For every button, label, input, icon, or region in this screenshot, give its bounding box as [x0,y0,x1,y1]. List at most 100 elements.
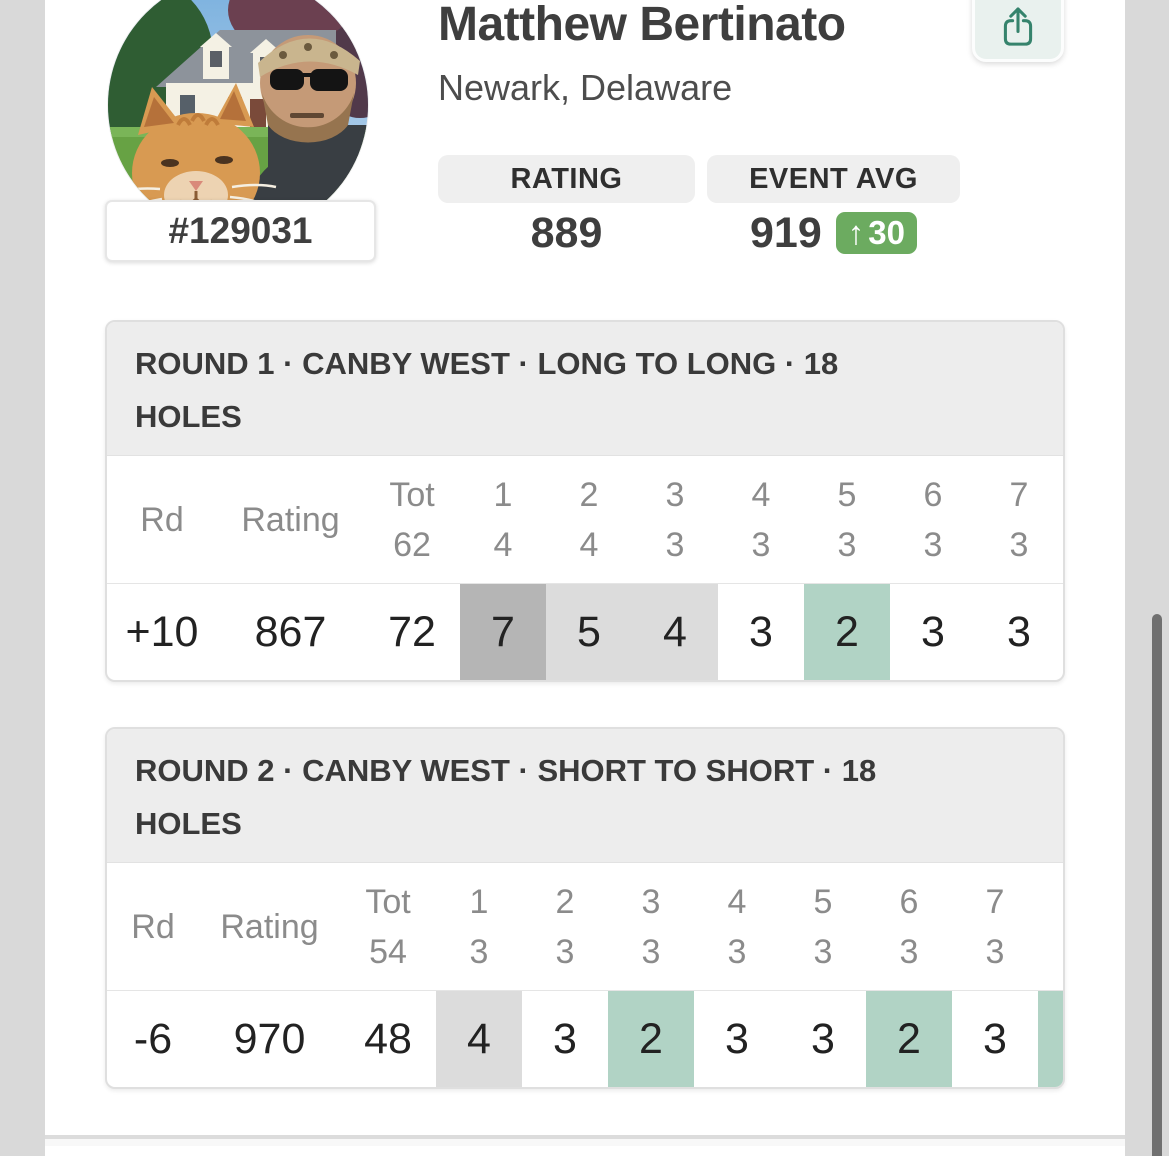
column-header-rating: Rating [241,500,340,539]
arrow-up-icon: ↑ [847,214,865,251]
round-title-line: HOLES [135,806,242,841]
event-avg-delta-badge: ↑ 30 [835,212,917,254]
hole-par: 3 [555,932,575,971]
hole-score-2: 5 [546,584,632,680]
hole-score-4: 3 [749,608,773,656]
column-header-rating: Rating [220,907,319,946]
hole-number: 1 [469,882,489,921]
vertical-scrollbar-thumb[interactable] [1152,614,1162,1156]
hole-number: 3 [665,475,685,514]
hole-number: 5 [813,882,833,921]
column-header-rd: Rd [140,500,184,539]
scorecard-header-row[interactable]: Rd Rating Tot 62 1 4 2 4 3 3 4 3 5 3 6 3 7 3 [107,456,1063,584]
round-card: ROUND 2 · CANBY WEST · SHORT TO SHORT · … [105,727,1065,1089]
round-title-line: ROUND 2 · CANBY WEST · SHORT TO SHORT · … [135,753,877,788]
hole-score-6: 3 [921,608,945,656]
hole-par: 3 [751,525,771,564]
player-number-badge: #129031 [105,200,376,262]
share-icon [1003,7,1033,46]
round-title: ROUND 1 · CANBY WEST · LONG TO LONG · 18… [107,322,1063,456]
round-score-to-par: -6 [133,1015,173,1063]
scorecard-data-row[interactable]: -6 970 48 4 3 2 3 3 2 3 [107,991,1063,1087]
hole-par: 3 [665,525,685,564]
hole-score-5: 3 [811,1015,835,1063]
round-score-to-par: +10 [125,608,199,656]
total-label: Tot [365,882,411,921]
total-par: 62 [393,525,431,564]
round-title: ROUND 2 · CANBY WEST · SHORT TO SHORT · … [107,729,1063,863]
hole-par: 3 [641,932,661,971]
hole-number: 2 [579,475,599,514]
hole-number: 5 [837,475,857,514]
round-title-line: HOLES [135,399,242,434]
next-section-gap [45,1139,1125,1146]
event-avg-number: 919 [750,208,822,257]
hole-number: 1 [493,475,513,514]
player-name: Matthew Bertinato [438,0,846,51]
hole-score-3: 4 [632,584,718,680]
round-card: ROUND 1 · CANBY WEST · LONG TO LONG · 18… [105,320,1065,682]
hole-par: 3 [837,525,857,564]
column-header-rd: Rd [131,907,175,946]
rating-value: 889 [438,207,695,259]
hole-par: 3 [727,932,747,971]
hole-par: 3 [1009,525,1029,564]
scorecard-data-row[interactable]: +10 867 72 7 5 4 3 2 3 3 [107,584,1063,680]
hole-par: 3 [899,932,919,971]
hole-score-6: 2 [866,991,952,1087]
hole-number: 6 [899,882,919,921]
hole-score-1: 4 [436,991,522,1087]
round-title-line: ROUND 1 · CANBY WEST · LONG TO LONG · 18 [135,346,839,381]
rating-number: 889 [530,208,603,257]
total-label: Tot [389,475,435,514]
scorecard-header-row[interactable]: Rd Rating Tot 54 1 3 2 3 3 3 4 3 5 3 6 3 7 3 [107,863,1063,991]
hole-score-3: 2 [608,991,694,1087]
hole-number: 3 [641,882,661,921]
hole-par: 3 [985,932,1005,971]
hole-score-7: 3 [983,1015,1007,1063]
hole-score-1: 7 [460,584,546,680]
event-avg-delta-number: 30 [868,214,905,251]
hole-par: 3 [469,932,489,971]
hole-par: 4 [579,525,599,564]
hole-score-5: 2 [804,584,890,680]
column-header-total: Tot 62 [364,456,460,583]
hole-number: 7 [1009,475,1029,514]
hole-number: 2 [555,882,575,921]
hole-number: 7 [985,882,1005,921]
round-rating: 970 [233,1015,306,1063]
hole-score-7: 3 [1007,608,1031,656]
hole-par: 3 [923,525,943,564]
hole-number: 4 [727,882,747,921]
total-par: 54 [369,932,407,971]
hole-score-4: 3 [725,1015,749,1063]
round-rating: 867 [254,608,327,656]
hole-score-next-partial [1062,584,1063,680]
player-location: Newark, Delaware [438,67,733,108]
column-header-next-partial [1038,863,1063,990]
rating-label-pill: RATING [438,155,695,203]
hole-score-2: 3 [553,1015,577,1063]
column-header-total: Tot 54 [340,863,436,990]
hole-par: 3 [813,932,833,971]
hole-par: 4 [493,525,513,564]
round-total: 48 [364,1015,412,1063]
event-avg-label-pill: EVENT AVG [707,155,960,203]
column-header-next-partial [1062,456,1063,583]
round-total: 72 [388,608,436,656]
share-button[interactable] [972,0,1064,62]
next-section-divider [45,1135,1125,1139]
